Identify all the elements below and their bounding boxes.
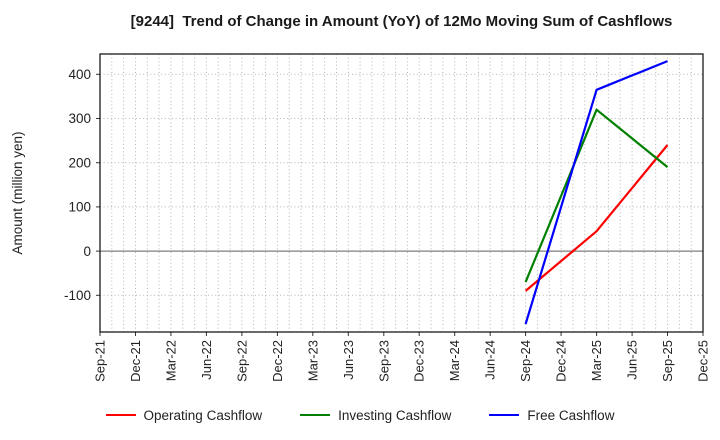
- operating-cashflow-line-swatch: [105, 414, 136, 416]
- chart-legend: Operating Cashflow Investing Cashflow Fr…: [0, 403, 720, 427]
- svg-text:0: 0: [83, 244, 91, 259]
- svg-text:Jun-22: Jun-22: [199, 340, 214, 380]
- legend-label-investing-cashflow: Investing Cashflow: [338, 407, 452, 423]
- free-cashflow-line-swatch: [489, 414, 520, 416]
- legend-label-free-cashflow: Free Cashflow: [527, 407, 615, 423]
- svg-text:400: 400: [68, 67, 91, 82]
- svg-text:Sep-22: Sep-22: [234, 340, 249, 382]
- svg-text:Jun-23: Jun-23: [341, 340, 356, 380]
- svg-text:Dec-22: Dec-22: [270, 340, 285, 382]
- svg-text:Sep-23: Sep-23: [376, 340, 391, 382]
- svg-text:Sep-25: Sep-25: [660, 340, 675, 382]
- svg-text:Mar-25: Mar-25: [589, 340, 604, 381]
- svg-text:Dec-25: Dec-25: [696, 340, 711, 382]
- chart-title: [9244] Trend of Change in Amount (YoY) o…: [130, 13, 673, 30]
- svg-text:Mar-22: Mar-22: [163, 340, 178, 381]
- svg-text:-100: -100: [64, 288, 91, 303]
- legend-item-operating-cashflow: Operating Cashflow: [105, 407, 263, 423]
- svg-text:Dec-23: Dec-23: [412, 340, 427, 382]
- investing-cashflow-line-swatch: [300, 414, 331, 416]
- svg-text:Jun-25: Jun-25: [625, 340, 640, 380]
- svg-text:300: 300: [68, 111, 91, 126]
- svg-text:100: 100: [68, 200, 91, 215]
- legend-label-operating-cashflow: Operating Cashflow: [143, 407, 263, 423]
- svg-text:Sep-21: Sep-21: [93, 340, 108, 382]
- legend-item-free-cashflow: Free Cashflow: [489, 408, 614, 423]
- legend-item-investing-cashflow: Investing Cashflow: [300, 408, 451, 423]
- svg-text:Mar-23: Mar-23: [305, 340, 320, 381]
- svg-text:200: 200: [68, 155, 91, 170]
- svg-text:Mar-24: Mar-24: [447, 340, 462, 381]
- svg-text:Sep-24: Sep-24: [518, 340, 533, 382]
- svg-text:Jun-24: Jun-24: [483, 340, 498, 380]
- svg-text:Dec-21: Dec-21: [128, 340, 143, 382]
- svg-text:Dec-24: Dec-24: [554, 340, 569, 382]
